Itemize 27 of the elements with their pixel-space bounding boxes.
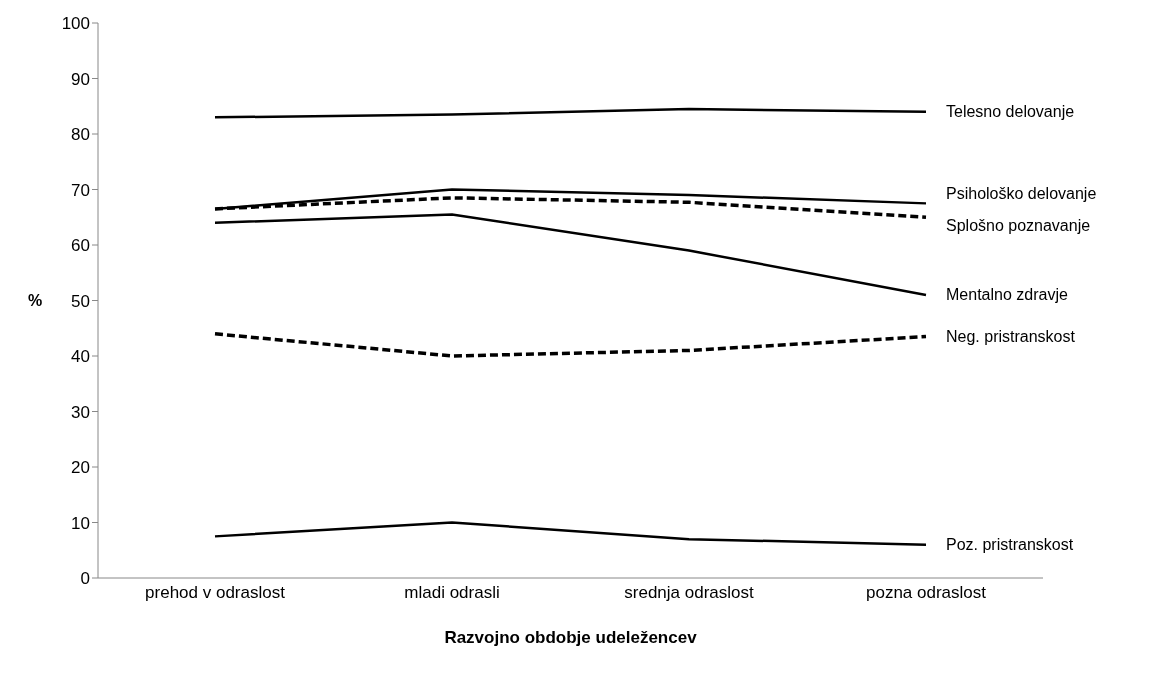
y-tick-label: 100 (61, 14, 90, 34)
line-series (213, 332, 928, 358)
x-tick-label: pozna odraslost (865, 583, 987, 603)
y-tick-label: 40 (71, 347, 90, 367)
y-tick-label: 50 (71, 291, 90, 311)
y-tick-label: 90 (71, 69, 90, 89)
x-axis-title: Razvojno obdobje udeležencev (444, 628, 698, 647)
x-tick-label: mladi odrasli (404, 583, 500, 603)
series-label: Splošno poznavanje (946, 217, 1091, 235)
y-tick-label: 0 (80, 569, 90, 589)
y-tick-label: 60 (71, 236, 90, 256)
y-tick-label: 10 (71, 513, 90, 533)
x-tick-label: prehod v odraslost (145, 583, 286, 603)
line-series (213, 213, 928, 297)
series-label: Mentalno zdravje (946, 285, 1068, 303)
y-tick-label: 80 (71, 125, 90, 145)
series-label: Neg. pristranskost (946, 327, 1076, 345)
y-axis-title: % (28, 292, 43, 310)
y-tick-label: 20 (71, 458, 90, 478)
y-tick-label: 70 (71, 180, 90, 200)
line-series (213, 521, 928, 546)
line-series (213, 107, 928, 119)
series-label: Poz. pristranskost (946, 535, 1074, 553)
x-tick-label: srednja odraslost (624, 583, 754, 603)
series-label: Psihološko delovanje (946, 185, 1097, 203)
series-label: Telesno delovanje (946, 102, 1075, 120)
y-tick-label: 30 (71, 402, 90, 422)
